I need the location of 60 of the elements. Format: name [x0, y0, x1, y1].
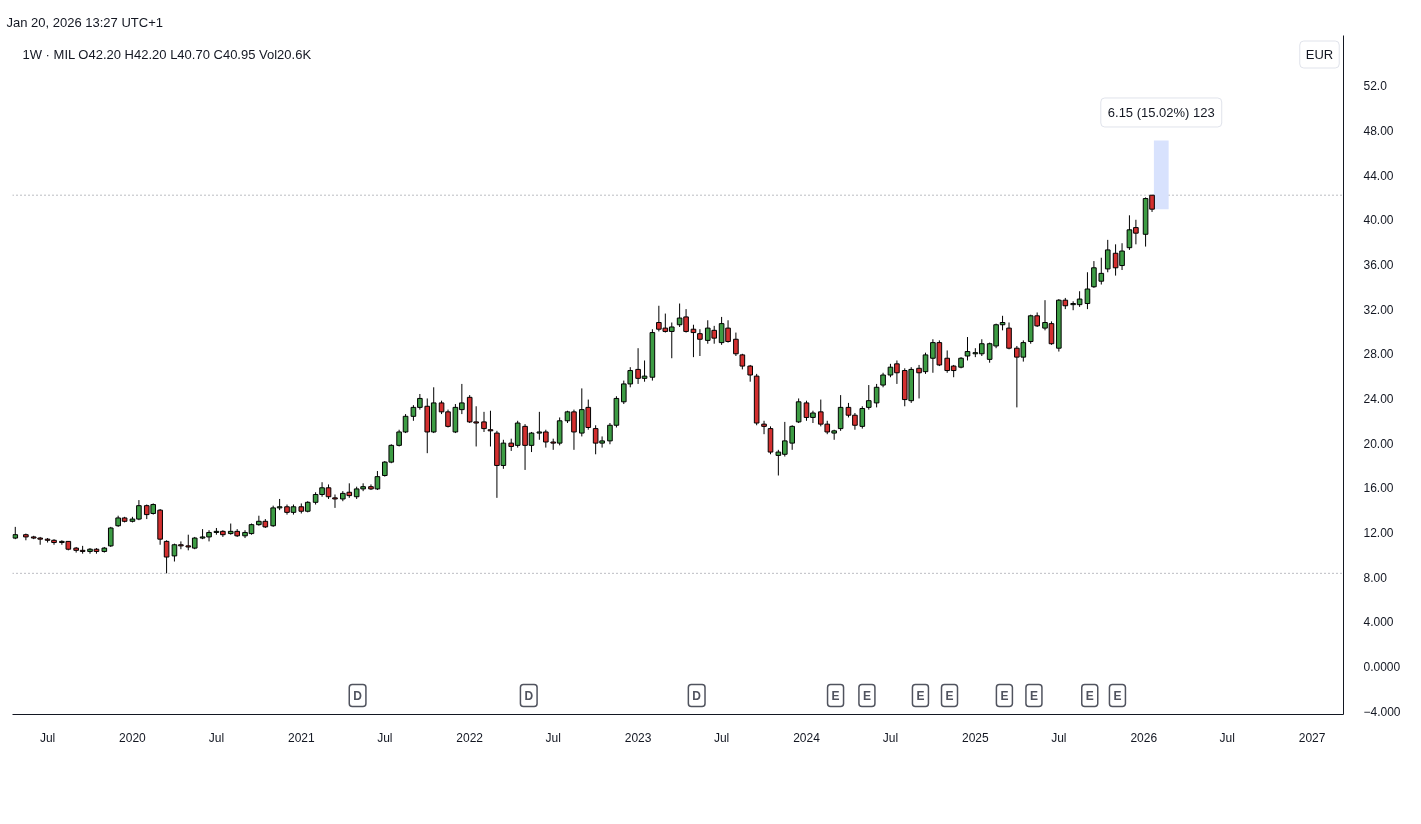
- x-tick-label: Jul: [1219, 730, 1235, 745]
- x-tick-label: Jul: [1051, 730, 1067, 745]
- candlestick: [1104, 239, 1111, 273]
- candlestick: [733, 332, 739, 357]
- x-tick-label: Jul: [39, 730, 56, 745]
- candlestick: [761, 420, 767, 435]
- x-tick-label: 2022: [456, 730, 484, 745]
- candlestick: [873, 383, 880, 408]
- candlestick: [487, 410, 494, 447]
- y-tick-label: 36.00: [1363, 257, 1394, 272]
- x-tick-label: 2025: [961, 730, 990, 745]
- candlestick: [964, 336, 971, 361]
- x-tick-label: 2020: [119, 730, 147, 745]
- y-tick-label: 44.00: [1363, 168, 1394, 183]
- x-tick-label: Jul: [208, 730, 225, 745]
- annotation: E: [1029, 688, 1038, 703]
- x-tick-label: Jul: [713, 730, 730, 745]
- text: 1W · MIL O42.20 H42.20 L40.70 C40.95 Vol20.6K: [22, 47, 312, 62]
- annotation: E: [831, 688, 840, 703]
- y-tick-label: 12.00: [1363, 525, 1394, 540]
- y-tick-label: 40.00: [1363, 213, 1394, 228]
- x-tick-label: Jul: [882, 730, 899, 745]
- candlestick: [697, 328, 703, 357]
- x-tick-label: 2027: [1298, 730, 1326, 745]
- y-tick-label: 24.00: [1363, 391, 1394, 406]
- text: Jan 20, 2026 13:27 UTC+1: [6, 14, 163, 30]
- x-tick-label: 2021: [287, 730, 315, 745]
- candlestick: [332, 494, 338, 509]
- annotation: 6.15 (15.02%) 123: [1107, 104, 1215, 120]
- y-tick-label: −4.000: [1363, 704, 1401, 719]
- annotation: D: [353, 688, 363, 703]
- candlestick: [767, 425, 774, 455]
- y-tick-label: 32.00: [1363, 302, 1394, 317]
- annotation: E: [945, 688, 954, 703]
- x-tick-label: 2026: [1130, 730, 1158, 745]
- candlestick: [1006, 322, 1012, 350]
- y-tick-label: 20.00: [1363, 436, 1394, 451]
- annotation: D: [692, 688, 702, 703]
- x-tick-label: Jul: [377, 730, 393, 745]
- x-tick-label: 2024: [793, 730, 821, 745]
- y-tick-label: 52.0: [1363, 79, 1388, 94]
- annotation: E: [1085, 688, 1094, 703]
- y-tick-label: 48.00: [1363, 123, 1394, 138]
- y-tick-label: 8.00: [1363, 570, 1388, 585]
- candlestick: [865, 384, 872, 411]
- candlestick: [795, 397, 802, 424]
- x-tick-label: 2023: [624, 730, 652, 745]
- x-tick-label: Jul: [545, 730, 561, 745]
- candlestick: [837, 394, 844, 432]
- y-tick-label: 28.00: [1363, 347, 1394, 362]
- annotation: E: [1113, 688, 1122, 703]
- y-axis-title: EUR: [1305, 47, 1334, 62]
- annotation: E: [1000, 688, 1009, 703]
- candlestick: [481, 411, 487, 433]
- annotation: D: [524, 688, 534, 703]
- y-tick-label: 16.00: [1363, 481, 1394, 496]
- annotation: E: [916, 688, 925, 703]
- y-tick-label: 0.0000: [1363, 659, 1401, 674]
- y-tick-label: 4.000: [1363, 615, 1394, 630]
- annotation: E: [862, 688, 871, 703]
